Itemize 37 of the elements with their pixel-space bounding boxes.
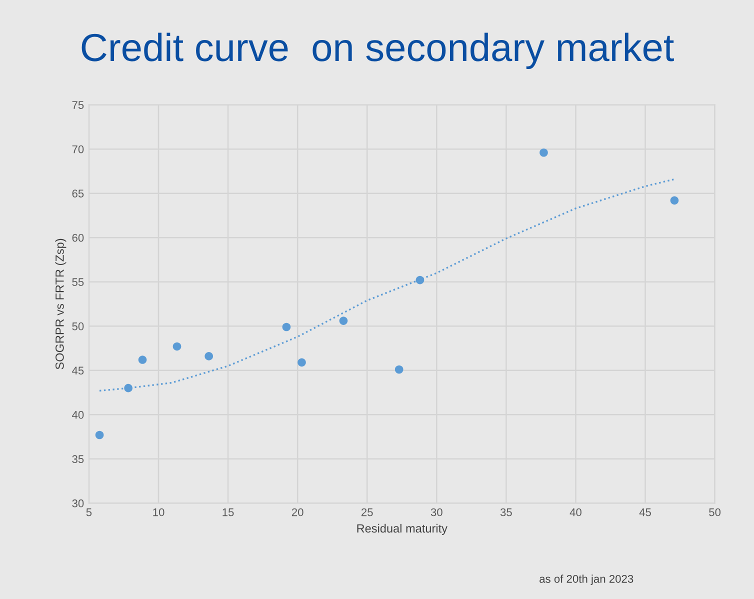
y-tick-label: 35 (72, 455, 84, 464)
x-tick-label: 40 (570, 508, 582, 516)
y-axis-title: SOGRPR vs FRTR (Zsp) (55, 238, 66, 370)
y-tick-label: 60 (72, 234, 84, 242)
y-tick-label: 65 (72, 190, 84, 198)
point (95, 430, 104, 440)
point (339, 316, 348, 325)
point (204, 352, 214, 360)
point (138, 356, 147, 364)
point (282, 322, 291, 332)
x-tick-label: 15 (222, 508, 234, 516)
point (298, 358, 306, 367)
y-tick-label: 50 (72, 322, 84, 330)
x-tick-label: 10 (153, 508, 164, 516)
x-tick-label: 5 (86, 508, 92, 516)
text: as of 20th jan 2023 (540, 574, 634, 586)
y-tick-label: 75 (72, 101, 84, 109)
y-tick-label: 70 (72, 145, 84, 154)
point (416, 276, 424, 284)
point (124, 384, 132, 392)
x-tick-label: 50 (709, 508, 721, 516)
x-tick-label: 30 (430, 508, 442, 516)
x-tick-label: 45 (639, 508, 651, 516)
point (172, 342, 182, 351)
point (394, 365, 404, 374)
y-tick-label: 55 (72, 278, 84, 286)
x-axis-title: Residual maturity (357, 524, 448, 535)
y-tick-label: 30 (72, 499, 84, 508)
point (540, 148, 548, 157)
chart-title: Credit curve on secondary market (82, 32, 674, 70)
x-tick-label: 20 (292, 508, 304, 516)
y-tick-label: 40 (72, 410, 84, 419)
point (670, 196, 679, 205)
line-series (98, 178, 676, 392)
x-tick-label: 35 (500, 508, 512, 516)
x-tick-label: 25 (361, 508, 373, 516)
y-tick-label: 45 (72, 366, 84, 375)
